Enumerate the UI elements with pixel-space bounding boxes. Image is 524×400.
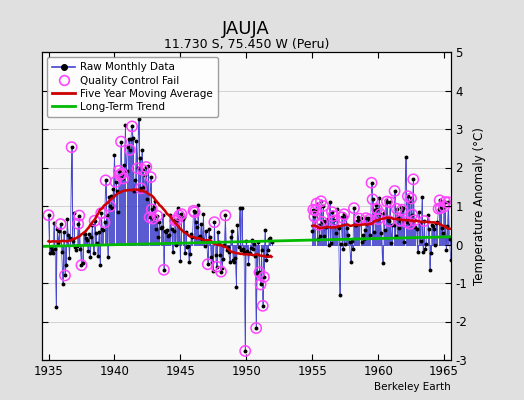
Point	[444, 199, 453, 206]
Point	[177, 211, 185, 217]
Point	[74, 221, 82, 227]
Point	[396, 218, 405, 224]
Point	[204, 261, 212, 267]
Point	[189, 208, 198, 214]
Point	[106, 203, 114, 210]
Point	[355, 216, 364, 222]
Point	[77, 262, 85, 268]
Point	[173, 217, 181, 224]
Point	[340, 211, 348, 218]
Text: Berkeley Earth: Berkeley Earth	[374, 382, 451, 392]
Point	[115, 168, 123, 174]
Point	[97, 210, 105, 216]
Point	[258, 303, 267, 309]
Point	[420, 218, 429, 224]
Point	[407, 195, 416, 202]
Point	[137, 185, 145, 192]
Point	[145, 214, 154, 220]
Point	[350, 205, 358, 212]
Point	[390, 188, 399, 194]
Point	[101, 219, 109, 226]
Point	[260, 274, 268, 280]
Point	[149, 216, 157, 222]
Point	[126, 147, 134, 153]
Point	[436, 205, 445, 211]
Point	[212, 264, 221, 270]
Point	[147, 174, 155, 180]
Point	[441, 199, 450, 205]
Point	[153, 213, 161, 219]
Point	[102, 177, 110, 184]
Point	[406, 221, 414, 227]
Point	[133, 165, 141, 172]
Point	[435, 197, 444, 204]
Point	[367, 180, 376, 186]
Point	[210, 219, 219, 226]
Point	[256, 281, 265, 288]
Point	[160, 266, 168, 273]
Point	[148, 206, 156, 212]
Point	[312, 200, 321, 207]
Point	[319, 203, 328, 209]
Point	[337, 214, 346, 221]
Text: JAUJA: JAUJA	[222, 20, 270, 38]
Point	[119, 175, 127, 182]
Point	[403, 193, 412, 200]
Point	[91, 218, 99, 224]
Point	[408, 211, 417, 218]
Point	[68, 144, 76, 150]
Point	[374, 216, 383, 222]
Point	[318, 219, 326, 225]
Point	[252, 325, 260, 331]
Y-axis label: Temperature Anomaly (°C): Temperature Anomaly (°C)	[473, 127, 486, 285]
Point	[329, 213, 337, 219]
Point	[328, 209, 336, 215]
Point	[385, 218, 394, 224]
Point	[434, 206, 443, 212]
Point	[139, 167, 147, 173]
Point	[398, 206, 407, 213]
Point	[57, 221, 65, 227]
Point	[376, 211, 385, 217]
Point	[365, 216, 374, 223]
Point	[402, 219, 411, 225]
Point	[309, 206, 318, 213]
Point	[117, 138, 125, 145]
Point	[175, 212, 183, 219]
Point	[221, 212, 230, 219]
Point	[311, 207, 320, 214]
Point	[190, 209, 199, 216]
Point	[330, 217, 339, 224]
Point	[314, 222, 323, 228]
Text: 11.730 S, 75.450 W (Peru): 11.730 S, 75.450 W (Peru)	[163, 38, 329, 51]
Point	[111, 179, 119, 185]
Point	[386, 199, 395, 206]
Point	[317, 198, 325, 204]
Point	[409, 176, 418, 182]
Point	[410, 217, 419, 224]
Legend: Raw Monthly Data, Quality Control Fail, Five Year Moving Average, Long-Term Tren: Raw Monthly Data, Quality Control Fail, …	[47, 57, 219, 117]
Point	[383, 198, 391, 205]
Point	[440, 203, 448, 210]
Point	[241, 348, 249, 354]
Point	[392, 206, 401, 212]
Point	[128, 123, 136, 130]
Point	[118, 170, 126, 177]
Point	[116, 172, 124, 178]
Point	[310, 213, 319, 220]
Point	[362, 215, 370, 222]
Point	[171, 217, 179, 224]
Point	[75, 212, 83, 219]
Point	[217, 268, 225, 275]
Point	[142, 164, 150, 170]
Point	[45, 212, 53, 218]
Point	[373, 206, 381, 212]
Point	[255, 269, 264, 276]
Point	[61, 272, 69, 279]
Point	[368, 196, 377, 202]
